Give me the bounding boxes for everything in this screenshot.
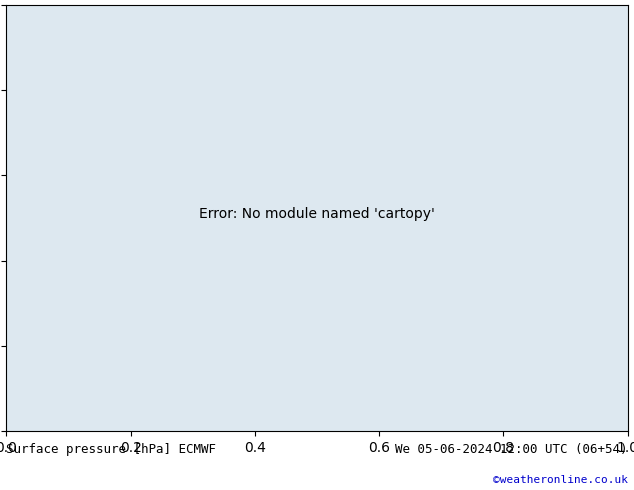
Text: ©weatheronline.co.uk: ©weatheronline.co.uk bbox=[493, 475, 628, 485]
Text: Error: No module named 'cartopy': Error: No module named 'cartopy' bbox=[199, 207, 435, 221]
Text: Surface pressure [hPa] ECMWF: Surface pressure [hPa] ECMWF bbox=[6, 443, 216, 457]
Text: We 05-06-2024 12:00 UTC (06+54): We 05-06-2024 12:00 UTC (06+54) bbox=[395, 443, 628, 457]
